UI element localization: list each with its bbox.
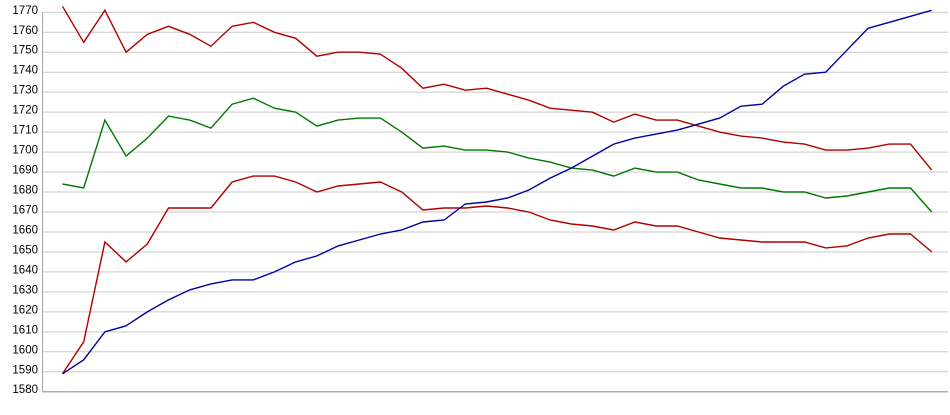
y-axis-tick-label: 1600	[12, 344, 38, 356]
y-axis-tick-label: 1720	[12, 105, 38, 117]
y-axis-tick-label: 1590	[12, 364, 38, 376]
series-blue-line	[62, 9, 932, 375]
y-axis-tick-label: 1770	[12, 5, 38, 17]
y-axis-tick-label: 1740	[12, 65, 38, 77]
series-red-lower-line	[61, 175, 933, 375]
y-axis-tick-label: 1610	[12, 324, 38, 336]
series-green-line	[62, 97, 933, 213]
y-axis-tick-label: 1650	[12, 244, 38, 256]
series-red-upper-line	[61, 5, 933, 171]
y-axis-tick-label: 1730	[12, 85, 38, 97]
y-axis-tick-label: 1700	[12, 145, 38, 157]
y-axis-tick-label: 1660	[12, 224, 38, 236]
y-axis-tick-label: 1640	[12, 264, 38, 276]
y-axis-tick-label: 1680	[12, 185, 38, 197]
y-axis-tick-label: 1710	[12, 125, 38, 137]
y-axis-tick-label: 1760	[12, 25, 38, 37]
y-axis-tick-label: 1630	[12, 284, 38, 296]
y-axis-tick-label: 1670	[12, 205, 38, 217]
y-axis-tick-label: 1580	[12, 384, 38, 396]
y-axis-tick-label: 1620	[12, 304, 38, 316]
y-axis-tick-label: 1750	[12, 45, 38, 57]
y-axis-tick-label: 1690	[12, 165, 38, 177]
